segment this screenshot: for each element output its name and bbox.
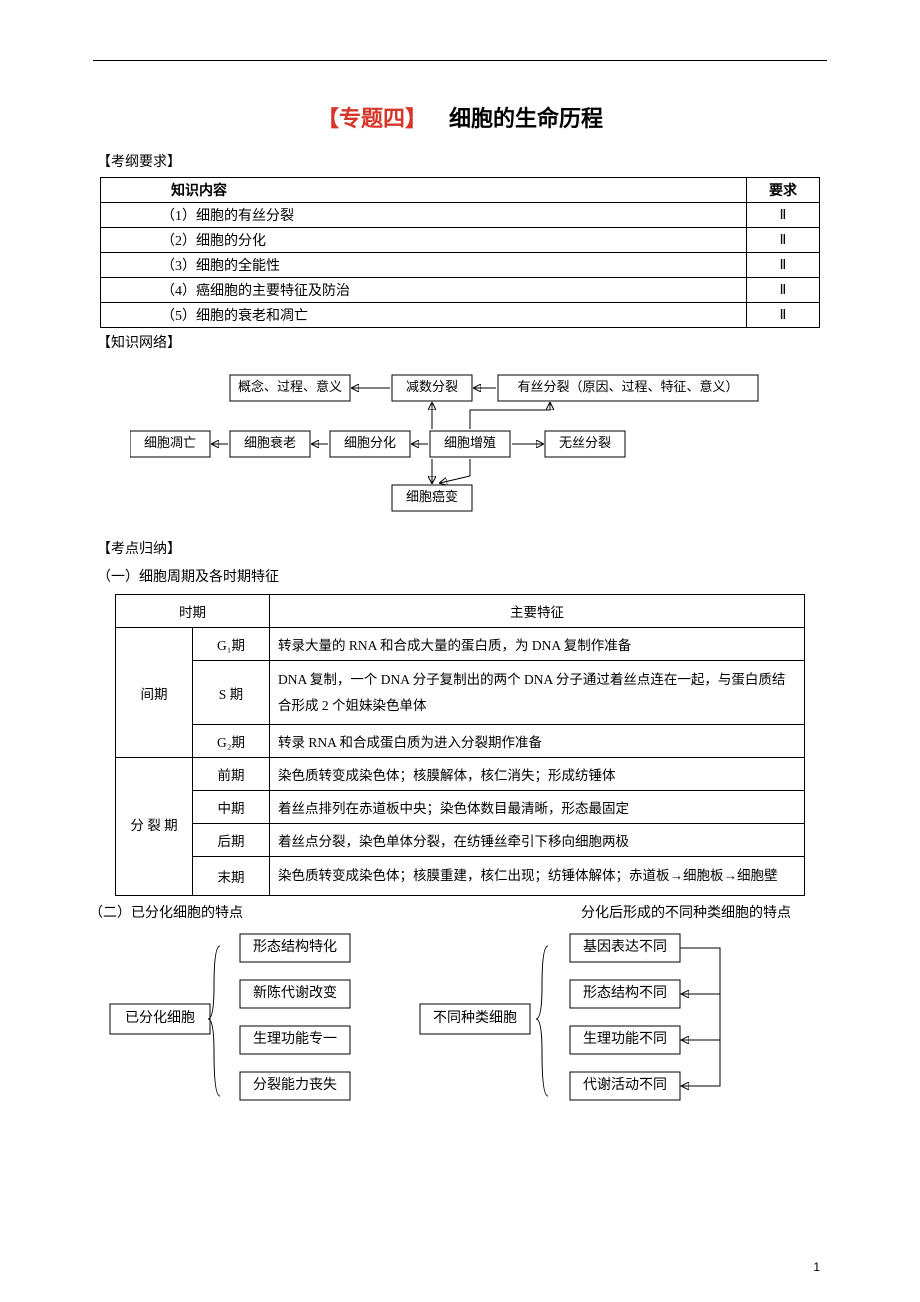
section-req-label: 【考纲要求】 bbox=[97, 151, 835, 171]
node-cancer: 细胞癌变 bbox=[406, 489, 458, 504]
right-item: 基因表达不同 bbox=[583, 938, 667, 955]
node-meiosis: 减数分裂 bbox=[406, 379, 458, 394]
page-number: 1 bbox=[813, 1260, 820, 1274]
title-black: 细胞的生命历程 bbox=[449, 106, 603, 131]
table-row: 末期 染色质转变成染色体；核膜重建，核仁出现；纺锤体解体；赤道板→细胞板→细胞壁 bbox=[116, 857, 805, 896]
phase-feature: 染色质转变成染色体；核膜重建，核仁出现；纺锤体解体；赤道板→细胞板→细胞壁 bbox=[270, 857, 805, 896]
phase-feature: DNA 复制，一个 DNA 分子复制出的两个 DNA 分子通过着丝点连在一起，与… bbox=[270, 661, 805, 725]
col-requirement: 要求 bbox=[747, 178, 820, 203]
sec2-right-label: 分化后形成的不同种类细胞的特点 bbox=[581, 902, 791, 922]
table-row: 分 裂 期 前期 染色质转变成染色体；核膜解体，核仁消失；形成纺锤体 bbox=[116, 758, 805, 791]
network-diagram-wrap: 概念、过程、意义 减数分裂 有丝分裂（原因、过程、特征、意义） 细胞凋亡 细胞衰… bbox=[85, 358, 835, 534]
right-item: 生理功能不同 bbox=[583, 1031, 667, 1047]
requirements-table: 知识内容 要求 （1）细胞的有丝分裂Ⅱ （2）细胞的分化Ⅱ （3）细胞的全能性Ⅱ… bbox=[100, 177, 820, 328]
table-row: 后期 着丝点分裂，染色单体分裂，在纺锤丝牵引下移向细胞两极 bbox=[116, 824, 805, 857]
phase-feature: 转录 RNA 和合成蛋白质为进入分裂期作准备 bbox=[270, 725, 805, 758]
table-row: （2）细胞的分化Ⅱ bbox=[101, 228, 820, 253]
table-row: G₂期 转录 RNA 和合成蛋白质为进入分裂期作准备 bbox=[116, 725, 805, 758]
table-header-row: 时期 主要特征 bbox=[116, 595, 805, 628]
req-rq: Ⅱ bbox=[747, 253, 820, 278]
phase-name: G₂期 bbox=[193, 725, 270, 758]
phase-feature: 染色质转变成染色体；核膜解体，核仁消失；形成纺锤体 bbox=[270, 758, 805, 791]
node-senescence: 细胞衰老 bbox=[244, 435, 296, 450]
req-rq: Ⅱ bbox=[747, 203, 820, 228]
table-row: （5）细胞的衰老和凋亡Ⅱ bbox=[101, 303, 820, 328]
phase-name: G₁期 bbox=[193, 628, 270, 661]
req-kn: （3）细胞的全能性 bbox=[101, 253, 747, 278]
phase-name: 中期 bbox=[193, 791, 270, 824]
left-item: 形态结构特化 bbox=[253, 939, 337, 955]
node-mitosis: 有丝分裂（原因、过程、特征、意义） bbox=[517, 379, 738, 394]
node-differentiation: 细胞分化 bbox=[344, 435, 396, 450]
left-item: 新陈代谢改变 bbox=[253, 984, 337, 1001]
col-period: 时期 bbox=[116, 595, 270, 628]
left-label: 已分化细胞 bbox=[125, 1010, 195, 1026]
section-network-label: 【知识网络】 bbox=[97, 332, 835, 352]
title-red: 【专题四】 bbox=[317, 106, 427, 131]
node-amitosis: 无丝分裂 bbox=[559, 435, 611, 450]
right-label: 不同种类细胞 bbox=[433, 1010, 517, 1026]
node-apoptosis: 细胞凋亡 bbox=[144, 435, 196, 450]
section-one-label: （一）细胞周期及各时期特征 bbox=[97, 566, 835, 586]
table-row: S 期 DNA 复制，一个 DNA 分子复制出的两个 DNA 分子通过着丝点连在… bbox=[116, 661, 805, 725]
phase-name: 后期 bbox=[193, 824, 270, 857]
knowledge-network-diagram: 概念、过程、意义 减数分裂 有丝分裂（原因、过程、特征、意义） 细胞凋亡 细胞衰… bbox=[130, 358, 790, 534]
left-item: 分裂能力丧失 bbox=[253, 1077, 337, 1093]
col-feature: 主要特征 bbox=[270, 595, 805, 628]
page-title: 【专题四】 细胞的生命历程 bbox=[85, 101, 835, 133]
node-concept: 概念、过程、意义 bbox=[238, 379, 342, 394]
table-header-row: 知识内容 要求 bbox=[101, 178, 820, 203]
table-row: （1）细胞的有丝分裂Ⅱ bbox=[101, 203, 820, 228]
right-item: 形态结构不同 bbox=[583, 985, 667, 1001]
phase-feature: 着丝点分裂，染色单体分裂，在纺锤丝牵引下移向细胞两极 bbox=[270, 824, 805, 857]
left-item: 生理功能专一 bbox=[253, 1031, 337, 1047]
req-kn: （4）癌细胞的主要特征及防治 bbox=[101, 278, 747, 303]
top-rule bbox=[93, 60, 827, 61]
table-row: （4）癌细胞的主要特征及防治Ⅱ bbox=[101, 278, 820, 303]
page: 【专题四】 细胞的生命历程 【考纲要求】 知识内容 要求 （1）细胞的有丝分裂Ⅱ… bbox=[0, 0, 920, 1302]
right-item: 代谢活动不同 bbox=[583, 1077, 667, 1093]
req-rq: Ⅱ bbox=[747, 303, 820, 328]
phase-feature: 转录大量的 RNA 和合成大量的蛋白质，为 DNA 复制作准备 bbox=[270, 628, 805, 661]
table-row: 间期 G₁期 转录大量的 RNA 和合成大量的蛋白质，为 DNA 复制作准备 bbox=[116, 628, 805, 661]
brace-diagram: 已分化细胞 形态结构特化 新陈代谢改变 生理功能专一 分裂能力丧失 不同种类细胞… bbox=[100, 926, 820, 1126]
section-points-label: 【考点归纳】 bbox=[97, 538, 835, 558]
phase-name: 末期 bbox=[193, 857, 270, 896]
req-kn: （2）细胞的分化 bbox=[101, 228, 747, 253]
group-name: 间期 bbox=[116, 628, 193, 758]
req-rq: Ⅱ bbox=[747, 278, 820, 303]
cycle-table: 时期 主要特征 间期 G₁期 转录大量的 RNA 和合成大量的蛋白质，为 DNA… bbox=[115, 594, 805, 896]
table-row: （3）细胞的全能性Ⅱ bbox=[101, 253, 820, 278]
req-kn: （1）细胞的有丝分裂 bbox=[101, 203, 747, 228]
table-row: 中期 着丝点排列在赤道板中央；染色体数目最清晰，形态最固定 bbox=[116, 791, 805, 824]
phase-feature: 着丝点排列在赤道板中央；染色体数目最清晰，形态最固定 bbox=[270, 791, 805, 824]
req-kn: （5）细胞的衰老和凋亡 bbox=[101, 303, 747, 328]
group-name: 分 裂 期 bbox=[116, 758, 193, 896]
col-knowledge: 知识内容 bbox=[101, 178, 747, 203]
brace-wrap: 已分化细胞 形态结构特化 新陈代谢改变 生理功能专一 分裂能力丧失 不同种类细胞… bbox=[85, 926, 835, 1126]
req-rq: Ⅱ bbox=[747, 228, 820, 253]
sec2-left-label: （二）已分化细胞的特点 bbox=[89, 902, 243, 922]
node-proliferation: 细胞增殖 bbox=[444, 435, 496, 450]
phase-name: S 期 bbox=[193, 661, 270, 725]
phase-name: 前期 bbox=[193, 758, 270, 791]
section-two-heading: （二）已分化细胞的特点 分化后形成的不同种类细胞的特点 bbox=[89, 902, 831, 922]
